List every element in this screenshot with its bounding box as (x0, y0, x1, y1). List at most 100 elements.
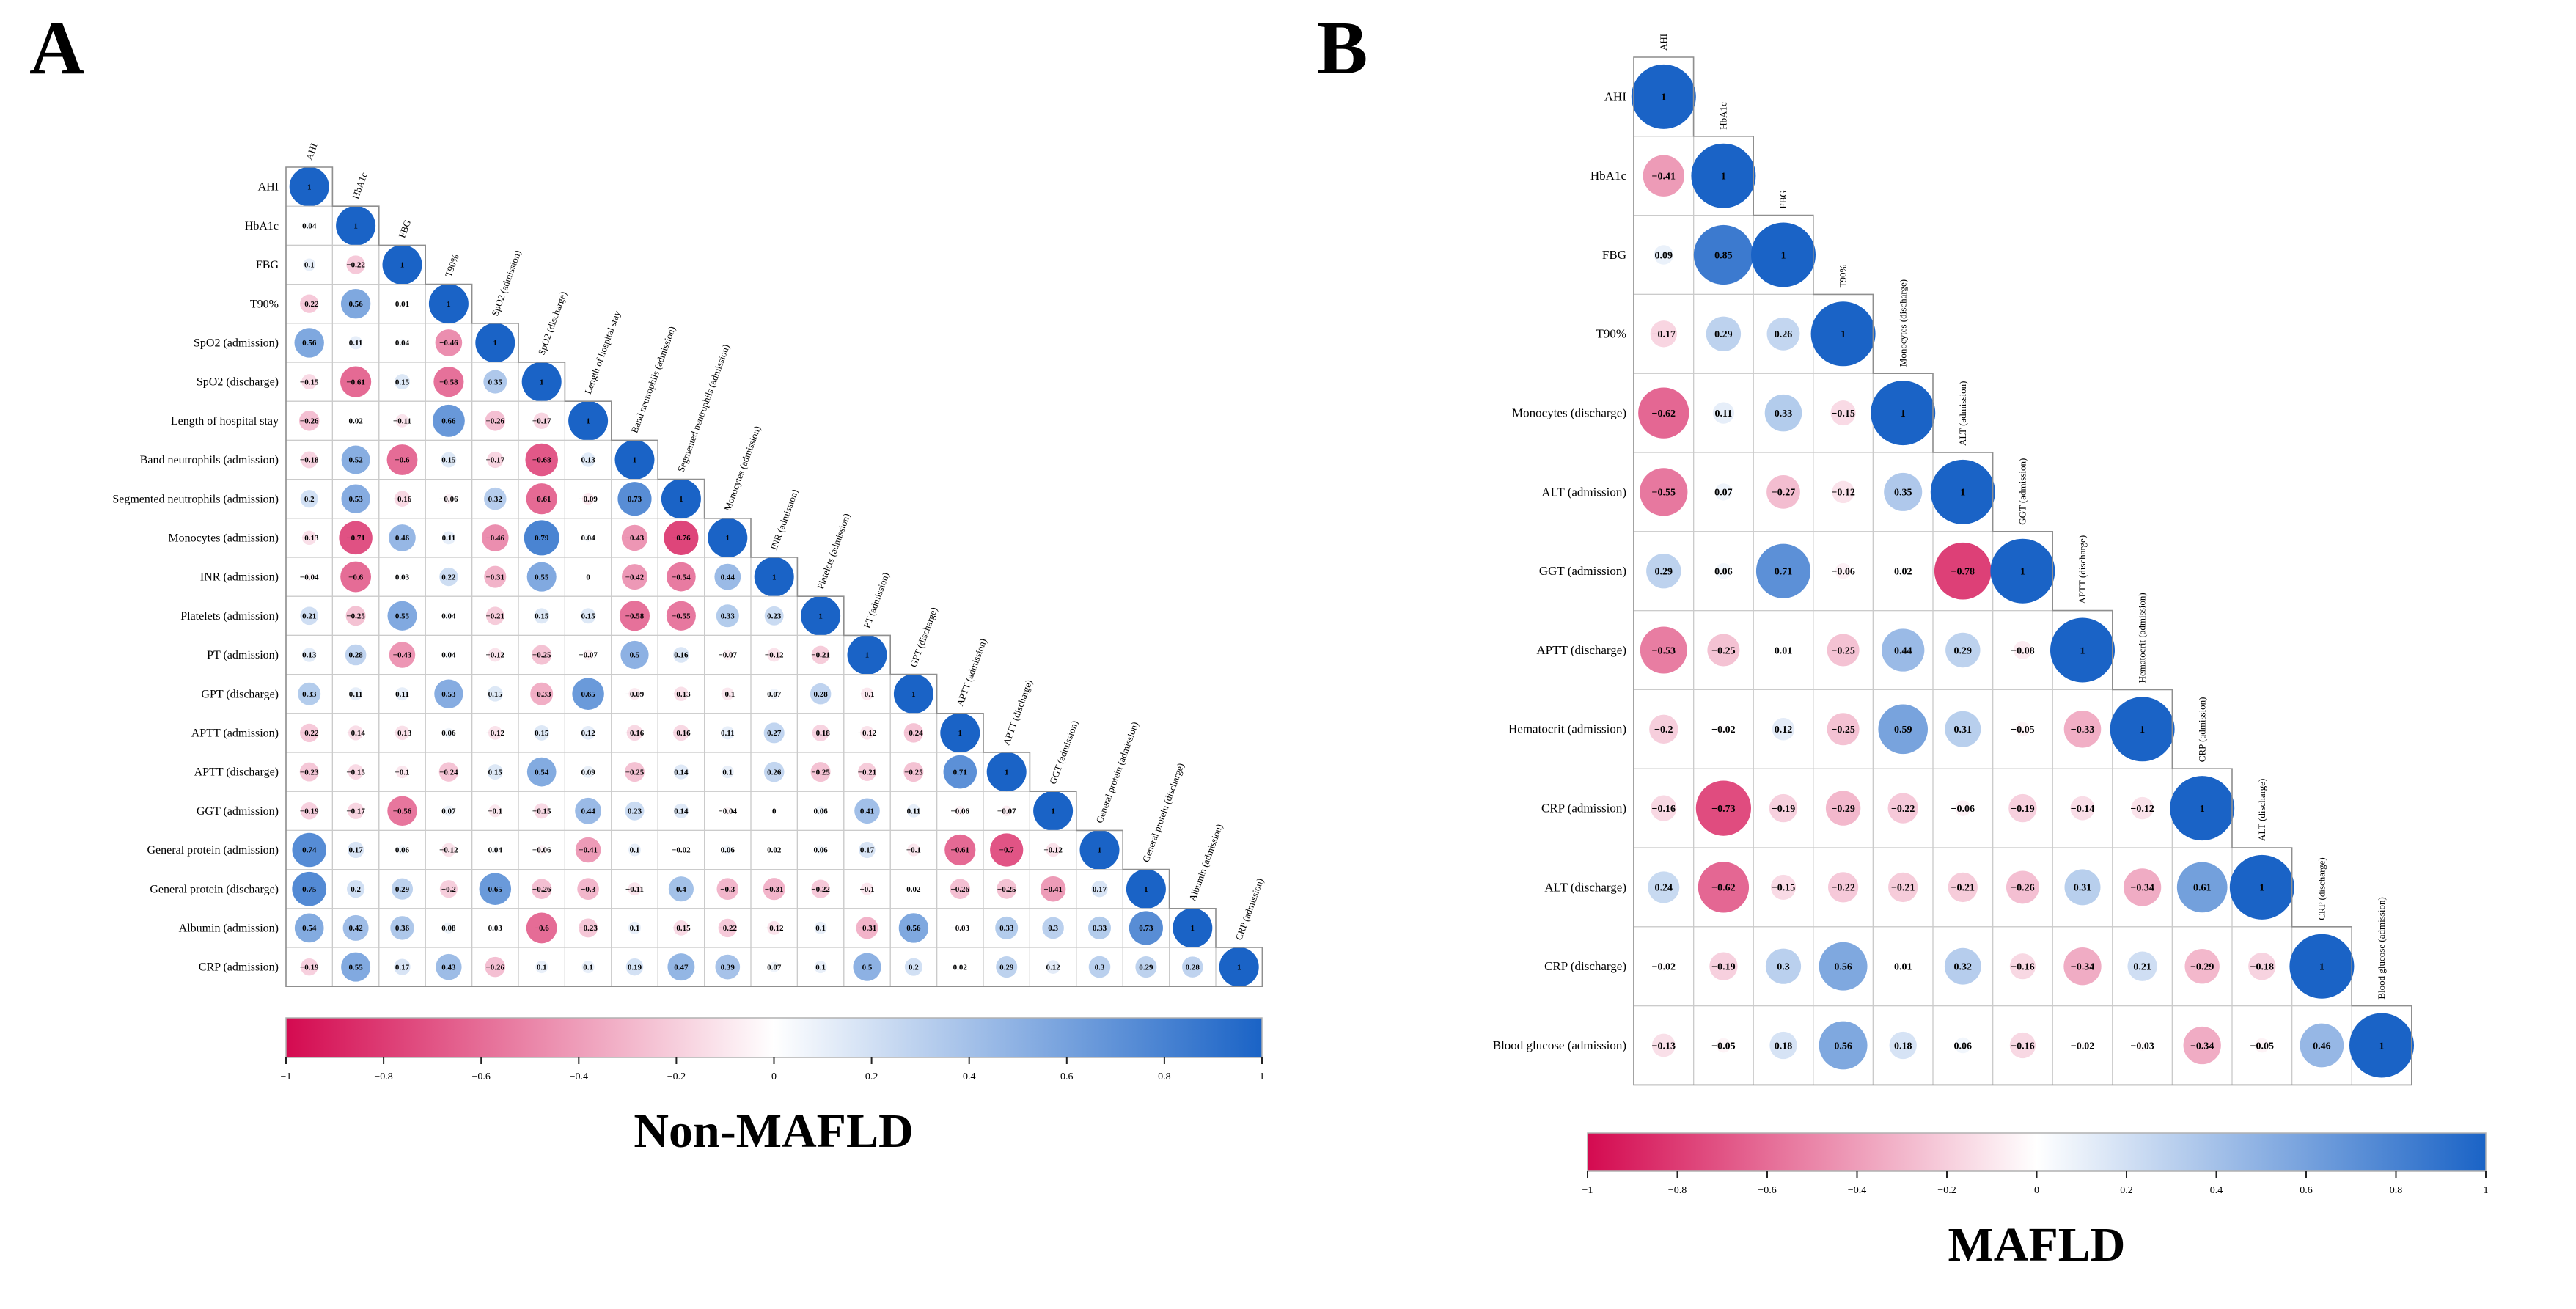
corr-circle (714, 563, 741, 590)
corr-circle (614, 440, 655, 480)
corr-value: −0.1 (859, 690, 874, 699)
corr-value: −0.33 (2071, 725, 2094, 736)
corr-circle (400, 301, 405, 306)
corr-value: −0.04 (719, 807, 738, 816)
corr-circle (674, 686, 689, 701)
corr-circle (2064, 869, 2101, 906)
corr-circle (1716, 1038, 1731, 1053)
corr-circle (2050, 617, 2115, 683)
corr-value: −0.16 (2011, 1041, 2034, 1052)
corr-value: 0.06 (721, 846, 735, 855)
row-label: General protein (admission) (147, 844, 279, 857)
corr-circle (301, 451, 318, 469)
corr-circle (1764, 394, 1802, 432)
corr-value: 0.08 (441, 924, 456, 933)
corr-circle (1766, 475, 1800, 509)
corr-circle (341, 445, 370, 474)
corr-value: 0.13 (581, 456, 595, 465)
row-label: Blood glucose (admission) (1493, 1038, 1626, 1052)
corr-circle (2063, 711, 2102, 748)
corr-value: 1 (1098, 846, 1102, 855)
corr-value: −0.15 (532, 807, 551, 816)
corr-circle (1751, 222, 1816, 287)
corr-circle (1173, 908, 1213, 948)
corr-circle (300, 958, 318, 976)
corr-value: −0.58 (625, 612, 645, 621)
corr-value: 0.17 (348, 846, 363, 855)
corr-circle (1990, 538, 2055, 604)
corr-circle (708, 518, 748, 558)
corr-value: 1 (1144, 885, 1148, 894)
corr-value: 0.04 (302, 222, 317, 231)
colorbar-tick-label: 1 (1260, 1071, 1265, 1082)
corr-circle (898, 913, 929, 943)
corr-circle (1651, 1033, 1676, 1057)
corr-value: −0.2 (441, 885, 457, 894)
corr-value: 0.53 (348, 495, 363, 504)
corr-value: −0.12 (1831, 488, 1854, 499)
corr-value: 0.21 (2133, 961, 2151, 972)
corr-value: −0.71 (346, 534, 365, 543)
corr-value: −0.06 (951, 807, 970, 816)
corr-value: −0.25 (1831, 725, 1854, 736)
row-label: GGT (admission) (1539, 564, 1626, 578)
corr-circle (394, 491, 411, 507)
corr-circle (294, 328, 324, 358)
corr-value: 0.29 (1655, 566, 1673, 577)
corr-value: 0.23 (628, 807, 642, 816)
corr-value: 1 (1901, 408, 1906, 419)
corr-circle (436, 953, 462, 980)
corr-circle (664, 520, 699, 555)
corr-circle (336, 205, 376, 246)
corr-value: 0.33 (302, 690, 317, 699)
corr-circle (1693, 224, 1753, 285)
corr-circle (859, 841, 876, 859)
corr-circle (581, 452, 595, 467)
corr-value: 0.02 (767, 846, 782, 855)
corr-circle (346, 255, 365, 274)
corr-circle (534, 725, 550, 741)
corr-value: −0.25 (346, 612, 365, 621)
corr-circle (1769, 793, 1798, 823)
corr-circle (433, 367, 464, 397)
corr-value: −0.43 (393, 651, 412, 660)
corr-circle (353, 417, 359, 424)
corr-circle (763, 761, 785, 782)
corr-circle (673, 803, 689, 818)
diagonal-label: AHI (304, 142, 320, 161)
corr-value: −0.25 (811, 768, 830, 777)
corr-circle (723, 807, 732, 815)
diagonal-label: FBG (1777, 190, 1788, 208)
corr-circle (1040, 876, 1066, 902)
corr-value: −0.6 (535, 924, 550, 933)
corr-value: −0.25 (1831, 645, 1854, 656)
corr-value: 0.1 (583, 963, 593, 972)
corr-value: 1 (633, 456, 637, 465)
diagonal-label: AHI (1658, 34, 1669, 51)
corr-value: −0.21 (1891, 883, 1915, 894)
corr-circle (986, 752, 1027, 792)
corr-value: 1 (586, 417, 590, 426)
corr-circle (1780, 647, 1787, 653)
corr-value: −0.19 (300, 963, 319, 972)
corr-value: 0.32 (1954, 961, 1973, 972)
corr-value: −0.06 (532, 846, 551, 855)
corr-value: 0.04 (395, 339, 410, 348)
corr-value: −0.76 (672, 534, 691, 543)
corr-value: −0.43 (625, 534, 645, 543)
corr-circle (2300, 1023, 2344, 1068)
corr-value: 0.07 (767, 963, 782, 972)
corr-value: 0.1 (815, 963, 826, 972)
corr-value: 0.04 (441, 651, 456, 660)
corr-value: −0.16 (672, 729, 691, 738)
corr-circle (668, 876, 694, 902)
corr-circle (2289, 934, 2355, 999)
corr-value: 0.09 (1655, 250, 1673, 261)
corr-circle (2136, 1039, 2148, 1052)
corr-value: 0.32 (488, 495, 503, 504)
corr-value: 0.14 (674, 768, 689, 777)
corr-circle (667, 562, 696, 592)
corr-value: −0.17 (486, 456, 505, 465)
corr-circle (1766, 317, 1800, 351)
corr-circle (860, 687, 874, 700)
